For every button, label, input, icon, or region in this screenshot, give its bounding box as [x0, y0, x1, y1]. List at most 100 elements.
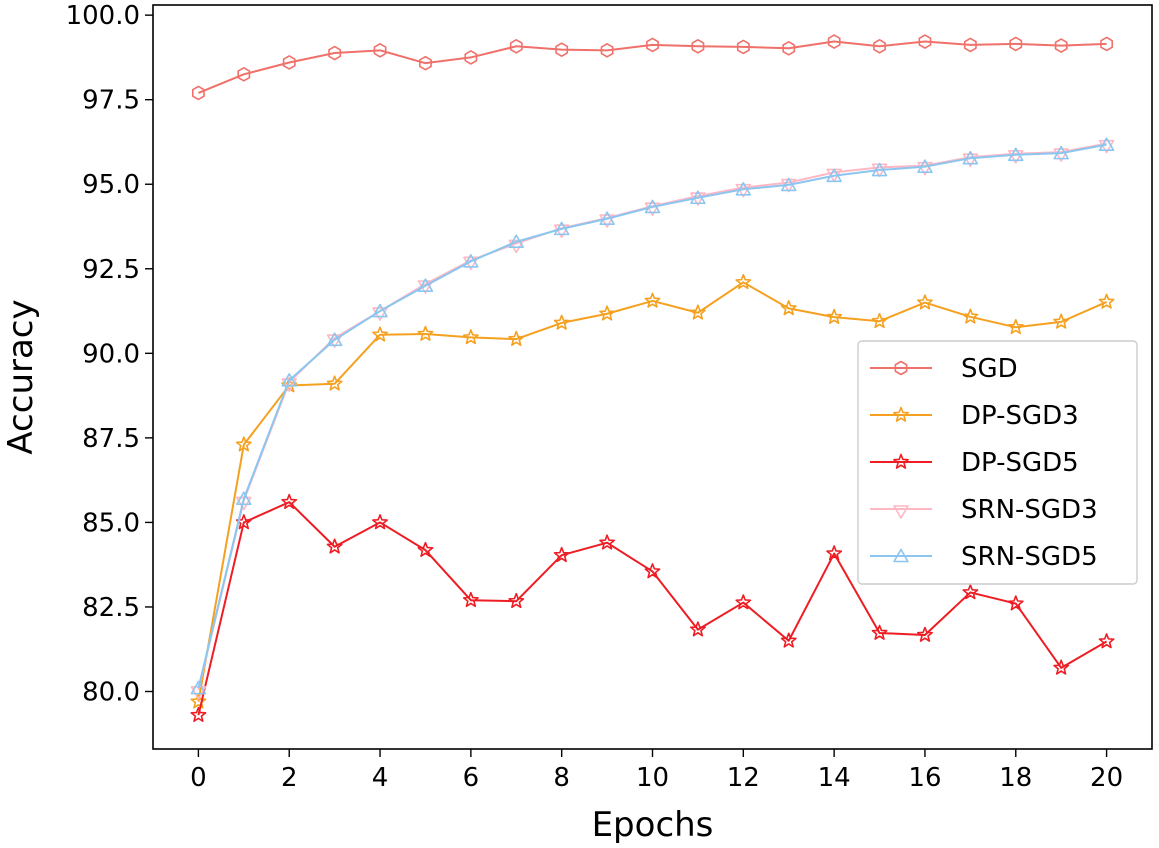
legend-item-dp-sgd3: DP-SGD3 [870, 401, 1079, 431]
data-point-sgd [237, 67, 251, 82]
data-point-dp-sgd3 [644, 292, 661, 308]
data-point-sgd [1009, 36, 1023, 52]
data-point-sgd [782, 40, 796, 56]
x-tick-label: 20 [1090, 763, 1123, 793]
y-tick-label: 95.0 [82, 170, 140, 200]
x-tick-label: 6 [463, 763, 480, 793]
data-point-dp-sgd3 [780, 300, 797, 316]
legend-swatch-marker [893, 505, 909, 519]
data-point-srn-sgd3 [917, 161, 933, 176]
data-point-dp-sgd5 [962, 584, 979, 600]
data-point-sgd [1054, 38, 1068, 53]
data-point-srn-sgd5 [1008, 147, 1024, 162]
data-point-srn-sgd3 [599, 214, 615, 228]
data-point-srn-sgd5 [871, 162, 888, 177]
y-tick-label: 82.5 [82, 593, 140, 623]
data-point-dp-sgd3 [462, 329, 479, 345]
x-tick-label: 10 [636, 763, 669, 793]
data-point-srn-sgd5 [690, 190, 706, 205]
legend-box [857, 340, 1138, 585]
legend-label: SRN-SGD5 [961, 542, 1098, 572]
data-point-dp-sgd3 [599, 305, 616, 321]
data-point-dp-sgd3 [735, 274, 752, 290]
data-point-dp-sgd3 [326, 375, 343, 391]
x-tick-label: 14 [818, 763, 851, 793]
y-tick-label: 85.0 [82, 508, 140, 538]
x-tick-label: 18 [999, 763, 1032, 793]
data-point-dp-sgd3 [190, 693, 207, 709]
data-point-sgd [827, 34, 841, 49]
data-point-srn-sgd5 [599, 211, 615, 226]
data-point-sgd [555, 42, 569, 57]
data-point-srn-sgd3 [962, 153, 979, 167]
data-point-dp-sgd5 [281, 493, 298, 509]
series-line-sgd [198, 40, 1107, 94]
data-point-dp-sgd5 [599, 534, 616, 550]
data-point-dp-sgd5 [553, 546, 570, 563]
series-sgd [191, 34, 1114, 101]
data-point-srn-sgd5 [463, 254, 479, 268]
data-point-srn-sgd5 [417, 278, 434, 292]
data-point-sgd [691, 38, 705, 54]
ticks-layer: 0 2 4 6 8 10 12 14 16 18 20 80.0 82.5 85.0 87.5 90.0 92.… [66, 1, 1124, 793]
data-point-srn-sgd5 [780, 177, 797, 192]
y-tick-label: 92.5 [82, 255, 140, 285]
data-point-dp-sgd3 [235, 436, 252, 452]
data-point-sgd [191, 85, 205, 101]
data-point-sgd [419, 55, 432, 71]
y-axis-title: Accuracy [1, 299, 41, 454]
data-point-srn-sgd5 [1098, 137, 1115, 151]
x-tick-label: 0 [190, 763, 207, 793]
x-tick-label: 12 [727, 763, 760, 793]
data-point-srn-sgd3 [508, 239, 525, 254]
data-point-srn-sgd5 [508, 234, 525, 249]
y-tick-label: 87.5 [82, 424, 140, 454]
legend-swatch-marker [893, 548, 909, 563]
data-point-dp-sgd5 [190, 706, 207, 723]
data-point-dp-sgd3 [1007, 318, 1024, 335]
data-point-srn-sgd5 [372, 303, 388, 318]
plot-frame [152, 4, 1153, 750]
legend-item-sgd: SGD [870, 354, 1018, 384]
data-point-srn-sgd5 [190, 680, 207, 695]
data-point-sgd [873, 38, 886, 54]
data-point-sgd [282, 55, 296, 70]
x-tick-label: 4 [372, 763, 389, 793]
data-point-sgd [1100, 36, 1114, 52]
data-point-dp-sgd5 [1053, 659, 1070, 675]
data-point-sgd [328, 45, 342, 61]
data-point-dp-sgd5 [462, 591, 479, 608]
data-point-srn-sgd3 [1098, 139, 1115, 154]
data-point-srn-sgd3 [1008, 150, 1024, 164]
series-dp-sgd3 [190, 274, 1115, 709]
legend-swatch-marker [893, 406, 909, 422]
legend-label: DP-SGD3 [961, 401, 1079, 431]
legend-swatch-marker [893, 453, 909, 469]
series-line-srn-sgd5 [197, 143, 1107, 689]
data-point-srn-sgd5 [917, 159, 933, 173]
data-point-dp-sgd3 [372, 326, 388, 342]
legend-label: SGD [961, 354, 1018, 384]
data-point-srn-sgd5 [281, 373, 297, 387]
data-point-srn-sgd3 [326, 334, 343, 348]
data-point-dp-sgd5 [871, 624, 888, 640]
series-layer [190, 34, 1115, 723]
data-point-dp-sgd5 [1098, 633, 1115, 649]
data-point-sgd [646, 37, 659, 53]
data-point-dp-sgd5 [689, 621, 706, 637]
legend-label: SRN-SGD3 [961, 495, 1098, 525]
data-point-dp-sgd3 [689, 304, 706, 320]
data-point-dp-sgd5 [508, 592, 525, 609]
x-tick-label: 2 [281, 763, 298, 793]
data-point-dp-sgd3 [917, 294, 933, 310]
data-point-dp-sgd3 [962, 308, 979, 324]
data-point-sgd [373, 43, 387, 58]
data-point-dp-sgd5 [644, 563, 661, 579]
data-point-srn-sgd5 [735, 182, 752, 196]
data-point-dp-sgd3 [1053, 313, 1070, 329]
data-point-dp-sgd3 [553, 314, 570, 330]
y-tick-label: 100.0 [66, 1, 140, 31]
data-point-dp-sgd3 [417, 325, 434, 341]
series-srn-sgd5 [190, 137, 1115, 695]
data-point-dp-sgd3 [1098, 293, 1115, 309]
